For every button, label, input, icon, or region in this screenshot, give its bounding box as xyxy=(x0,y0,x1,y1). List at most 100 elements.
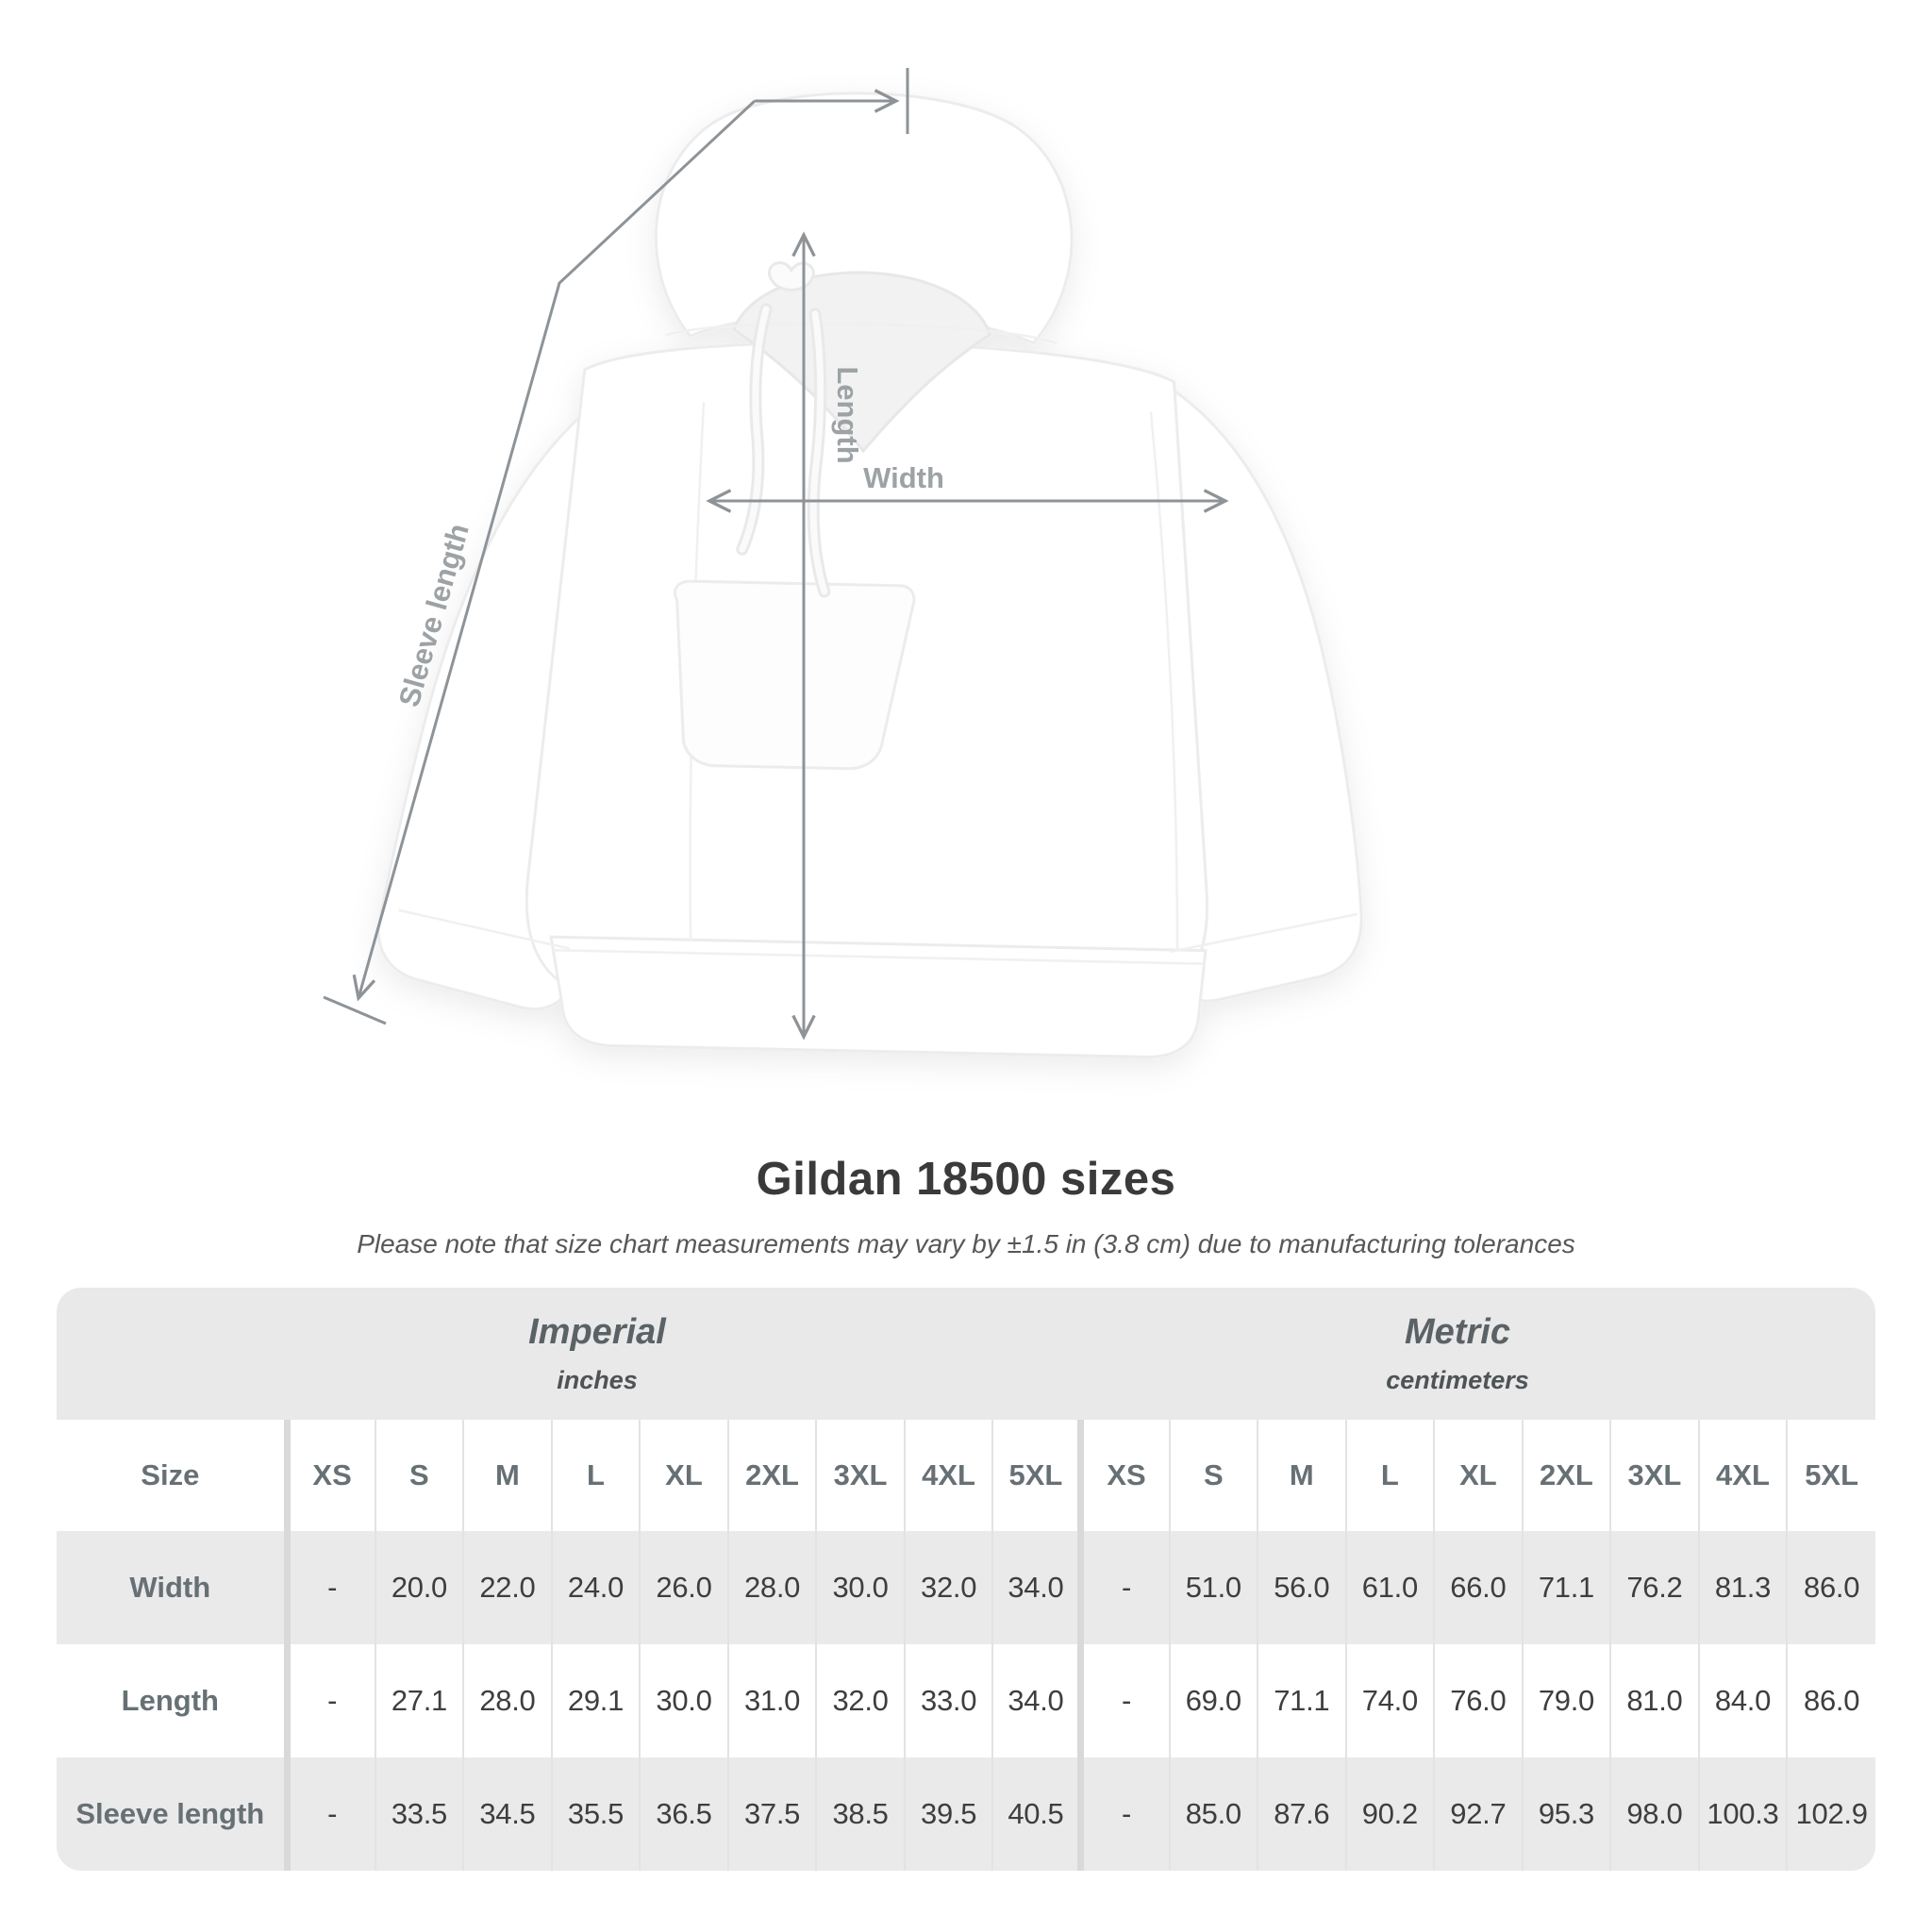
cell-sleeve-length-imperial-s: 33.5 xyxy=(374,1757,464,1871)
cell-length-imperial-3xl: 32.0 xyxy=(815,1644,905,1757)
cell-sleeve-length-metric-xl: 92.7 xyxy=(1433,1757,1523,1871)
column-header-metric-3xl: 3XL xyxy=(1609,1420,1699,1531)
cell-width-metric-2xl: 71.1 xyxy=(1521,1531,1611,1644)
column-header-metric-l: L xyxy=(1344,1420,1435,1531)
metric-sublabel: centimeters xyxy=(1386,1366,1529,1394)
column-header-imperial-xl: XL xyxy=(639,1420,728,1531)
cell-width-metric-m: 56.0 xyxy=(1257,1531,1346,1644)
cell-sleeve-length-imperial-5xl: 40.5 xyxy=(991,1757,1081,1871)
cell-sleeve-length-metric-m: 87.6 xyxy=(1257,1757,1346,1871)
cell-width-metric-5xl: 86.0 xyxy=(1786,1531,1875,1644)
page-note: Please note that size chart measurements… xyxy=(357,1229,1575,1258)
cell-sleeve-length-metric-3xl: 98.0 xyxy=(1609,1757,1699,1871)
cell-width-imperial-l: 24.0 xyxy=(550,1531,641,1644)
cell-length-metric-xl: 76.0 xyxy=(1433,1644,1523,1757)
cell-length-metric-3xl: 81.0 xyxy=(1609,1644,1699,1757)
row-header-sleeve-length: Sleeve length xyxy=(57,1757,288,1871)
column-header-metric-4xl: 4XL xyxy=(1697,1420,1788,1531)
cell-width-metric-3xl: 76.2 xyxy=(1609,1531,1699,1644)
page-title: Gildan 18500 sizes xyxy=(756,1154,1176,1205)
sleeve-end-tick xyxy=(323,995,387,1025)
column-header-imperial-3xl: 3XL xyxy=(815,1420,905,1531)
cell-sleeve-length-metric-xs: - xyxy=(1077,1757,1170,1871)
cell-width-imperial-xs: - xyxy=(283,1531,375,1644)
cell-length-metric-4xl: 84.0 xyxy=(1697,1644,1788,1757)
column-header-size: Size xyxy=(57,1420,288,1531)
cell-length-imperial-xs: - xyxy=(283,1644,375,1757)
cell-length-metric-s: 69.0 xyxy=(1168,1644,1258,1757)
column-header-imperial-l: L xyxy=(550,1420,641,1531)
cell-width-imperial-4xl: 32.0 xyxy=(903,1531,993,1644)
column-header-imperial-xs: XS xyxy=(283,1420,375,1531)
cell-width-metric-xs: - xyxy=(1077,1531,1170,1644)
cell-length-imperial-2xl: 31.0 xyxy=(726,1644,817,1757)
column-header-metric-2xl: 2XL xyxy=(1521,1420,1611,1531)
metric-label: Metric xyxy=(1405,1312,1510,1352)
cell-sleeve-length-metric-2xl: 95.3 xyxy=(1521,1757,1611,1871)
cell-sleeve-length-imperial-xl: 36.5 xyxy=(639,1757,728,1871)
unit-header-row: Imperial inches Metric centimeters xyxy=(57,1288,1875,1420)
length-label: Length xyxy=(831,366,864,463)
cell-width-imperial-3xl: 30.0 xyxy=(815,1531,905,1644)
cell-sleeve-length-imperial-3xl: 38.5 xyxy=(815,1757,905,1871)
hoodie-illustration xyxy=(376,92,1363,1058)
cell-width-imperial-5xl: 34.0 xyxy=(991,1531,1081,1644)
cell-sleeve-length-metric-5xl: 102.9 xyxy=(1786,1757,1875,1871)
column-header-imperial-m: M xyxy=(462,1420,552,1531)
column-header-metric-xs: XS xyxy=(1077,1420,1170,1531)
cell-sleeve-length-metric-s: 85.0 xyxy=(1168,1757,1258,1871)
cell-sleeve-length-imperial-4xl: 39.5 xyxy=(903,1757,993,1871)
imperial-label: Imperial xyxy=(528,1312,666,1352)
cell-width-imperial-2xl: 28.0 xyxy=(726,1531,817,1644)
column-header-imperial-s: S xyxy=(374,1420,464,1531)
unit-header-imperial: Imperial inches xyxy=(57,1288,1081,1420)
cell-length-metric-2xl: 79.0 xyxy=(1521,1644,1611,1757)
size-table: Imperial inches Metric centimeters Size … xyxy=(57,1288,1875,1871)
kangaroo-pocket xyxy=(673,579,916,771)
cell-sleeve-length-metric-l: 90.2 xyxy=(1344,1757,1435,1871)
cell-length-metric-l: 74.0 xyxy=(1344,1644,1435,1757)
cell-sleeve-length-metric-4xl: 100.3 xyxy=(1697,1757,1788,1871)
column-header-imperial-4xl: 4XL xyxy=(903,1420,993,1531)
cell-sleeve-length-imperial-xs: - xyxy=(283,1757,375,1871)
cell-length-imperial-xl: 30.0 xyxy=(639,1644,728,1757)
imperial-sublabel: inches xyxy=(557,1366,638,1394)
column-header-metric-xl: XL xyxy=(1433,1420,1523,1531)
width-label: Width xyxy=(863,461,944,494)
hoodie-hem-band xyxy=(549,935,1208,1058)
sleeve-length-line xyxy=(352,99,757,1002)
table-row-length: Length -27.1 28.0 29.1 30.0 31.0 32.0 33.0 34.0-… xyxy=(57,1644,1875,1757)
cell-width-imperial-m: 22.0 xyxy=(462,1531,552,1644)
hoodie-measurement-diagram: Width Length Sleeve length xyxy=(323,68,1363,1058)
cell-width-imperial-xl: 26.0 xyxy=(639,1531,728,1644)
cell-width-metric-s: 51.0 xyxy=(1168,1531,1258,1644)
cell-length-metric-5xl: 86.0 xyxy=(1786,1644,1875,1757)
cell-length-imperial-5xl: 34.0 xyxy=(991,1644,1081,1757)
cell-width-metric-l: 61.0 xyxy=(1344,1531,1435,1644)
column-header-metric-5xl: 5XL xyxy=(1786,1420,1875,1531)
cell-sleeve-length-imperial-2xl: 37.5 xyxy=(726,1757,817,1871)
cell-length-metric-xs: - xyxy=(1077,1644,1170,1757)
measurement-lines xyxy=(323,68,1229,1041)
cell-sleeve-length-imperial-l: 35.5 xyxy=(550,1757,641,1871)
cell-width-metric-4xl: 81.3 xyxy=(1697,1531,1788,1644)
table-row-sleeve-length: Sleeve length -33.5 34.5 35.5 36.5 37.5 38.5 39… xyxy=(57,1757,1875,1871)
cell-width-imperial-s: 20.0 xyxy=(374,1531,464,1644)
cell-width-metric-xl: 66.0 xyxy=(1433,1531,1523,1644)
size-table-grid: Imperial inches Metric centimeters Size … xyxy=(57,1288,1875,1871)
row-header-width: Width xyxy=(57,1531,288,1644)
unit-header-metric: Metric centimeters xyxy=(1080,1288,1875,1420)
row-header-length: Length xyxy=(57,1644,288,1757)
table-row-width: Width -20.0 22.0 24.0 26.0 28.0 30.0 32.0 34.0-5… xyxy=(57,1531,1875,1644)
cell-length-imperial-l: 29.1 xyxy=(550,1644,641,1757)
column-header-imperial-2xl: 2XL xyxy=(726,1420,817,1531)
cell-length-metric-m: 71.1 xyxy=(1257,1644,1346,1757)
cell-length-imperial-m: 28.0 xyxy=(462,1644,552,1757)
cell-length-imperial-s: 27.1 xyxy=(374,1644,464,1757)
column-header-imperial-5xl: 5XL xyxy=(991,1420,1081,1531)
column-header-metric-s: S xyxy=(1168,1420,1258,1531)
column-header-metric-m: M xyxy=(1257,1420,1346,1531)
cell-sleeve-length-imperial-m: 34.5 xyxy=(462,1757,552,1871)
size-header-row: Size XS S M L XL 2XL 3XL 4XL 5XL XS S M L XL 2XL 3XL 4XL… xyxy=(57,1420,1875,1531)
